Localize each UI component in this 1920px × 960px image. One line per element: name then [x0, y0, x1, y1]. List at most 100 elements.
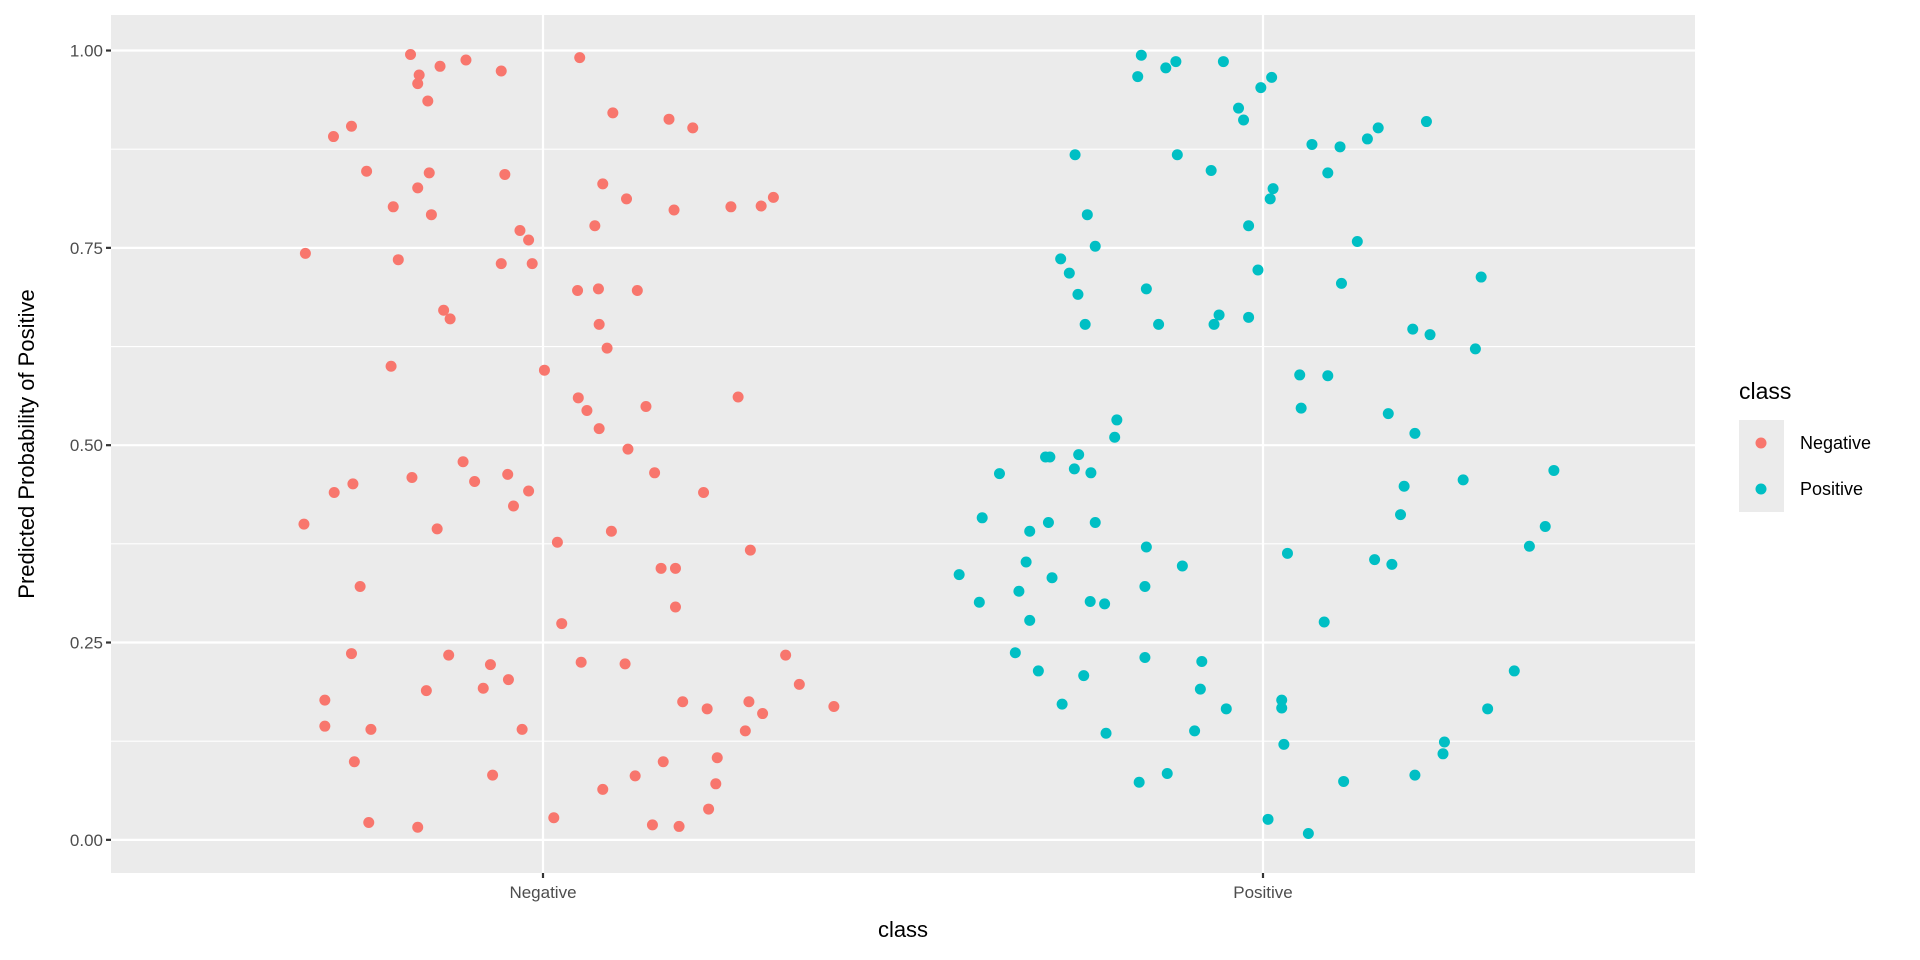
y-tick-label: 0.50	[70, 436, 103, 455]
point-positive	[1109, 431, 1121, 443]
point-positive	[1294, 369, 1306, 381]
point-negative	[572, 392, 584, 404]
point-negative	[298, 518, 310, 530]
point-negative	[757, 708, 769, 720]
point-negative	[649, 467, 661, 479]
point-positive	[1523, 540, 1535, 552]
point-negative	[711, 752, 723, 764]
point-positive	[1276, 694, 1288, 706]
point-negative	[499, 168, 511, 180]
point-positive	[1262, 813, 1274, 825]
point-negative	[548, 812, 560, 824]
y-axis: 0.00 0.25 0.50 0.75 1.00	[70, 42, 111, 850]
point-negative	[457, 456, 469, 468]
point-negative	[423, 167, 435, 179]
point-positive	[1372, 122, 1384, 134]
point-positive	[1084, 595, 1096, 607]
point-positive	[1079, 318, 1091, 330]
point-positive	[1409, 769, 1421, 781]
legend-label-negative: Negative	[1800, 433, 1871, 453]
point-negative	[551, 536, 563, 548]
point-negative	[460, 54, 472, 66]
point-negative	[572, 284, 584, 296]
point-negative	[523, 234, 535, 246]
point-negative	[677, 696, 689, 708]
legend-key-negative	[1755, 437, 1767, 449]
point-positive	[1208, 318, 1220, 330]
point-positive	[1056, 698, 1068, 710]
legend-title: class	[1739, 378, 1791, 404]
point-positive	[1302, 828, 1314, 840]
point-negative	[574, 52, 586, 64]
point-negative	[640, 401, 652, 413]
point-positive	[1139, 580, 1151, 592]
point-negative	[629, 770, 641, 782]
point-negative	[444, 313, 456, 325]
point-positive	[1069, 149, 1081, 161]
point-positive	[1252, 264, 1264, 276]
point-negative	[495, 258, 507, 270]
y-tick-label: 0.75	[70, 239, 103, 258]
point-negative	[743, 696, 755, 708]
point-negative	[663, 113, 675, 125]
point-negative	[345, 120, 357, 132]
point-positive	[1189, 725, 1201, 737]
point-positive	[1420, 116, 1432, 128]
point-positive	[1276, 702, 1288, 714]
point-negative	[487, 769, 499, 781]
point-positive	[1089, 517, 1101, 529]
point-negative	[319, 720, 331, 732]
point-positive	[1099, 598, 1111, 610]
point-negative	[406, 472, 418, 484]
point-negative	[392, 254, 404, 266]
point-negative	[327, 131, 339, 143]
point-negative	[363, 816, 375, 828]
point-negative	[669, 562, 681, 574]
point-positive	[976, 512, 988, 524]
point-negative	[698, 487, 710, 499]
point-negative	[605, 525, 617, 537]
point-positive	[1409, 427, 1421, 439]
point-positive	[1318, 616, 1330, 628]
point-positive	[1042, 517, 1054, 529]
point-negative	[422, 95, 434, 107]
point-negative	[607, 107, 619, 119]
point-negative	[538, 364, 550, 376]
point-negative	[345, 648, 357, 660]
point-negative	[597, 178, 609, 190]
point-positive	[1160, 62, 1172, 74]
point-positive	[1140, 541, 1152, 553]
point-positive	[1073, 449, 1085, 461]
point-positive	[1032, 665, 1044, 677]
point-positive	[1085, 467, 1097, 479]
point-negative	[701, 703, 713, 715]
point-negative	[673, 820, 685, 832]
point-negative	[354, 580, 366, 592]
point-negative	[601, 342, 613, 354]
point-positive	[1278, 738, 1290, 750]
point-positive	[1024, 525, 1036, 537]
point-negative	[412, 78, 424, 90]
point-positive	[1322, 167, 1334, 179]
point-negative	[495, 65, 507, 77]
point-positive	[1135, 49, 1147, 61]
legend-label-positive: Positive	[1800, 479, 1863, 499]
point-negative	[413, 69, 425, 81]
point-negative	[593, 318, 605, 330]
point-positive	[1398, 480, 1410, 492]
point-negative	[646, 819, 658, 831]
point-negative	[412, 182, 424, 194]
point-positive	[1482, 703, 1494, 715]
point-positive	[1013, 585, 1025, 597]
point-negative	[299, 247, 311, 259]
point-negative	[438, 304, 450, 316]
y-axis-title: Predicted Probability of Positive	[14, 289, 39, 598]
point-positive	[1170, 56, 1182, 68]
point-positive	[1217, 56, 1229, 68]
point-positive	[1243, 220, 1255, 232]
point-positive	[1171, 149, 1183, 161]
point-positive	[1369, 554, 1381, 566]
point-positive	[1020, 556, 1032, 568]
point-positive	[1438, 736, 1450, 748]
point-negative	[622, 443, 634, 455]
